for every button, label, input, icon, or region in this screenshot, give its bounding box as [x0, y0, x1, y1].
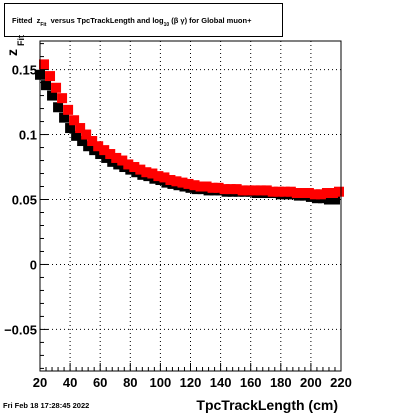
- title-middle: versus TpcTrackLength and log: [50, 16, 164, 25]
- x-tick-label: 120: [180, 375, 202, 390]
- data-point: [225, 184, 236, 195]
- title-beta: (β: [171, 16, 179, 25]
- title-z-sub: Fit: [40, 22, 47, 28]
- data-point: [183, 178, 194, 189]
- title-log-sub: 10: [163, 22, 170, 28]
- data-point: [249, 185, 260, 196]
- data-point: [195, 181, 206, 192]
- data-point: [177, 177, 188, 188]
- data-point: [117, 155, 128, 166]
- data-point: [267, 186, 278, 197]
- data-point: [159, 172, 170, 183]
- data-point: [201, 181, 212, 192]
- data-point: [231, 184, 242, 195]
- data-point: [329, 194, 340, 205]
- data-point: [323, 194, 334, 205]
- data-point: [243, 185, 254, 196]
- title-gamma: γ): [180, 16, 188, 25]
- data-point: [75, 123, 86, 134]
- data-point: [207, 182, 218, 193]
- x-tick-label: 200: [300, 375, 322, 390]
- chart-title: Fitted zFit versus TpcTrackLength and lo…: [12, 16, 252, 28]
- y-axis-label-sub: Fit: [16, 35, 26, 46]
- data-point: [153, 171, 164, 182]
- data-point: [63, 104, 74, 115]
- data-point: [135, 164, 146, 175]
- data-point: [237, 185, 248, 196]
- x-tick-label: 100: [150, 375, 172, 390]
- data-point: [219, 184, 230, 195]
- data-point: [87, 136, 98, 147]
- data-point: [53, 102, 64, 113]
- data-point: [51, 82, 62, 93]
- chart-title-box: Fitted zFit versus TpcTrackLength and lo…: [4, 3, 283, 37]
- y-tick-label: −0.05: [4, 322, 37, 337]
- x-tick-label: 20: [33, 375, 47, 390]
- y-axis-ticks: −0.05 0 0.05 0.1 0.15: [4, 43, 48, 369]
- data-point: [69, 115, 80, 126]
- data-point: [261, 185, 272, 196]
- title-z: z: [36, 16, 41, 25]
- data-point: [213, 182, 224, 193]
- x-tick-label: 60: [93, 375, 107, 390]
- data-point: [303, 188, 314, 199]
- y-tick-label: 0.15: [12, 63, 37, 78]
- data-point: [47, 90, 58, 101]
- data-point: [147, 168, 158, 179]
- data-point: [279, 186, 290, 197]
- data-point: [327, 188, 338, 199]
- data-point: [297, 188, 308, 199]
- title-suffix: for Global muon+: [189, 16, 252, 25]
- data-point: [321, 188, 332, 199]
- grid-lines: [40, 41, 341, 371]
- data-point: [165, 175, 176, 186]
- x-tick-label: 80: [123, 375, 137, 390]
- y-axis-label: z Fit: [4, 35, 26, 56]
- x-axis-label: TpcTrackLength (cm): [196, 397, 338, 413]
- data-point: [81, 129, 92, 140]
- data-point: [189, 180, 200, 191]
- data-point: [65, 123, 76, 134]
- data-point: [71, 130, 82, 141]
- y-tick-label: 0: [30, 257, 37, 272]
- x-tick-label: 40: [63, 375, 77, 390]
- data-point: [141, 167, 152, 178]
- x-axis-ticks: 20 40 60 80 100 120 140 160 180 200 220: [33, 363, 352, 390]
- data-point: [83, 141, 94, 152]
- data-point: [171, 176, 182, 187]
- data-point: [123, 159, 134, 170]
- x-tick-label: 160: [240, 375, 262, 390]
- data-point: [59, 112, 70, 123]
- timestamp: Fri Feb 18 17:28:45 2022: [3, 401, 90, 410]
- y-tick-label: 0.05: [12, 193, 37, 208]
- y-axis-label-main: z: [4, 49, 20, 56]
- data-point: [41, 80, 52, 91]
- data-point: [291, 188, 302, 199]
- data-point: [39, 59, 50, 70]
- data-point: [273, 186, 284, 197]
- x-tick-label: 140: [210, 375, 232, 390]
- data-point: [309, 189, 320, 200]
- data-point: [285, 186, 296, 197]
- x-tick-label: 220: [330, 375, 352, 390]
- title-fitted: Fitted: [12, 16, 33, 25]
- data-point: [93, 141, 104, 152]
- data-point: [255, 185, 266, 196]
- data-point: [333, 186, 344, 197]
- y-tick-label: 0.1: [19, 128, 37, 143]
- data-point: [315, 189, 326, 200]
- data-point: [45, 71, 56, 82]
- data-point: [57, 93, 68, 104]
- data-point: [105, 149, 116, 160]
- x-tick-label: 180: [270, 375, 292, 390]
- data-point: [99, 145, 110, 156]
- data-point: [77, 136, 88, 147]
- series-red: [39, 59, 344, 200]
- data-point: [111, 152, 122, 163]
- data-point: [129, 162, 140, 173]
